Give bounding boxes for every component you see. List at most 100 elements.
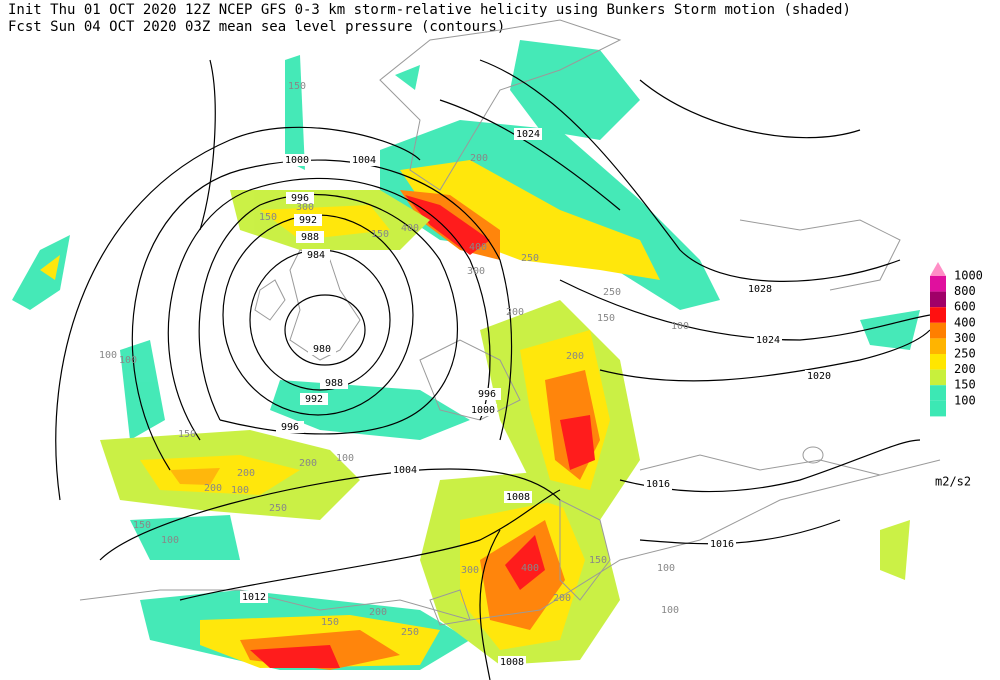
- shade-label: 200: [369, 607, 387, 618]
- legend-swatch: [930, 262, 946, 276]
- header-line: Fcst Sun 04 OCT 2020 03Z mean sea level …: [8, 19, 505, 35]
- legend-label: 1000: [954, 269, 983, 283]
- label-backing: [350, 154, 378, 166]
- legend-unit: m2/s2: [935, 475, 971, 489]
- isobar-label: 1008: [500, 657, 524, 668]
- label-backing: [469, 404, 497, 416]
- label-backing: [286, 192, 314, 204]
- label-backing: [514, 128, 542, 140]
- label-backing: [746, 283, 774, 295]
- shade-label: 200: [553, 593, 571, 604]
- shade-label: 250: [521, 253, 539, 264]
- legend-label: 150: [954, 378, 976, 392]
- isobar-label: 1000: [471, 405, 495, 416]
- legend-swatch: [930, 322, 946, 339]
- shade-label: 200: [299, 458, 317, 469]
- label-backing: [276, 421, 304, 433]
- label-backing: [240, 591, 268, 603]
- header-line: Init Thu 01 OCT 2020 12Z NCEP GFS 0-3 km…: [8, 2, 851, 18]
- label-backing: [708, 538, 736, 550]
- legend-label: 300: [954, 331, 976, 345]
- legend-swatch: [930, 338, 946, 354]
- isobar-label: 1004: [352, 155, 376, 166]
- label-backing: [391, 464, 419, 476]
- isobar-label: 996: [291, 193, 309, 204]
- isobar-label: 996: [478, 389, 496, 400]
- shade-label: 100: [161, 535, 179, 546]
- legend-swatch: [930, 354, 946, 370]
- label-backing: [296, 231, 324, 243]
- shade-label: 200: [506, 307, 524, 318]
- legend-label: 250: [954, 347, 976, 361]
- isobar-label: 992: [299, 215, 317, 226]
- legend-swatch: [930, 369, 946, 386]
- shade-label: 150: [597, 313, 615, 324]
- label-backing: [644, 478, 672, 490]
- label-backing: [473, 388, 501, 400]
- legend-swatch: [930, 307, 946, 323]
- shade-label: 200: [566, 351, 584, 362]
- shade-label: 150: [371, 229, 389, 240]
- shade-label: 100: [671, 321, 689, 332]
- shade-label: 150: [133, 520, 151, 531]
- label-backing: [300, 393, 328, 405]
- isobar-label: 984: [307, 250, 325, 261]
- isobar-label: 1000: [285, 155, 309, 166]
- shade-label: 100: [336, 453, 354, 464]
- legend-label: 600: [954, 300, 976, 314]
- map-area: [12, 19, 941, 680]
- shade-label: 200: [204, 483, 222, 494]
- legend-label: 200: [954, 362, 976, 376]
- label-backing: [308, 343, 336, 355]
- shade-label: 100: [661, 605, 679, 616]
- label-backing: [498, 656, 526, 668]
- shade-label: 150: [589, 555, 607, 566]
- isobar-label: 1016: [646, 479, 670, 490]
- legend-label: 800: [954, 284, 976, 298]
- isobar-label: 988: [301, 232, 319, 243]
- shade-label: 150: [259, 212, 277, 223]
- shade-label: 100: [99, 350, 117, 361]
- isobar-label: 1012: [242, 592, 266, 603]
- shade-label: 100: [119, 355, 137, 366]
- shade-label: 200: [470, 153, 488, 164]
- shade-label: 300: [461, 565, 479, 576]
- legend-swatch: [930, 276, 946, 292]
- shade-label: 250: [603, 287, 621, 298]
- label-backing: [283, 154, 311, 166]
- isobar-label: 1028: [748, 284, 772, 295]
- shade-label: 400: [401, 223, 419, 234]
- label-backing: [320, 377, 348, 389]
- shade-label: 250: [401, 627, 419, 638]
- legend-swatch: [930, 385, 946, 401]
- shade-label: 300: [296, 202, 314, 213]
- label-backing: [504, 491, 532, 503]
- shade-label: 400: [521, 563, 539, 574]
- isobar-label: 1004: [393, 465, 417, 476]
- isobar-label: 996: [281, 422, 299, 433]
- label-backing: [302, 249, 330, 261]
- shade-label: 400: [469, 242, 487, 253]
- shade-label: 300: [467, 266, 485, 277]
- isobar-label: 1020: [807, 371, 831, 382]
- isobar-label: 1024: [756, 335, 780, 346]
- shade-label: 150: [288, 81, 306, 92]
- isobar-label: 980: [313, 344, 331, 355]
- legend-swatch: [930, 291, 946, 308]
- shade-label: 200: [237, 468, 255, 479]
- label-backing: [754, 334, 782, 346]
- label-backing: [805, 370, 833, 382]
- shade-label: 100: [231, 485, 249, 496]
- shade-label: 250: [269, 503, 287, 514]
- isobar-label: 1024: [516, 129, 540, 140]
- isobar-label: 992: [305, 394, 323, 405]
- shade-label: 100: [657, 563, 675, 574]
- label-backing: [294, 214, 322, 226]
- isobar-label: 988: [325, 378, 343, 389]
- legend-label: 400: [954, 315, 976, 329]
- isobar-label: 1008: [506, 492, 530, 503]
- isobar-label: 1016: [710, 539, 734, 550]
